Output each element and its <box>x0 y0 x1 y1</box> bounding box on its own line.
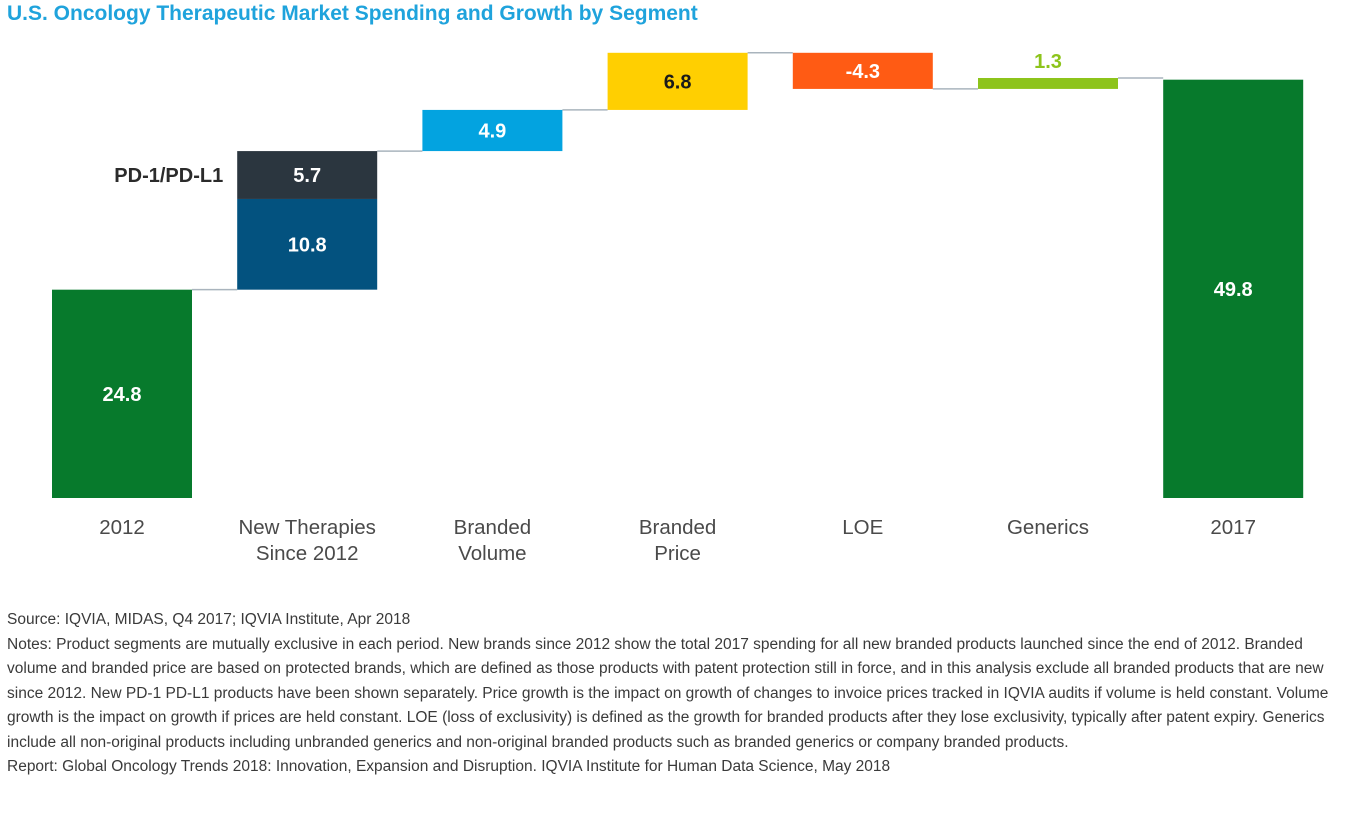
category-label: Branded <box>639 516 717 539</box>
data-label: 4.9 <box>478 121 506 143</box>
bar-branded-price-4 <box>607 52 748 110</box>
connector-lines <box>192 52 1164 291</box>
chart-title: U.S. Oncology Therapeutic Market Spendin… <box>7 2 698 25</box>
category-label: LOE <box>842 516 883 539</box>
data-label: 24.8 <box>103 384 142 406</box>
bar-2012-0 <box>52 289 192 498</box>
report-citation: Report: Global Oncology Trends 2018: Inn… <box>7 758 891 775</box>
data-label: 10.8 <box>288 234 327 256</box>
source-note: Source: IQVIA, MIDAS, Q4 2017; IQVIA Ins… <box>7 611 411 628</box>
bar-2017-7 <box>1163 79 1304 499</box>
category-label: 2012 <box>99 516 145 539</box>
category-label: Generics <box>1007 516 1089 539</box>
bar-new-therapies-since-2012-1 <box>237 198 378 290</box>
category-label: Since 2012 <box>256 542 359 565</box>
chart-footer: Source: IQVIA, MIDAS, Q4 2017; IQVIA Ins… <box>7 608 1342 780</box>
category-label: New Therapies <box>238 516 376 539</box>
category-labels: 2012 New Therapies Since 2012 Branded Volume… <box>99 516 1256 565</box>
category-label: Branded <box>454 516 532 539</box>
bar-loe-5 <box>792 52 933 89</box>
notes-text: Notes: Product segments are mutually exc… <box>7 635 1329 751</box>
bar-new-therapies-since-2012-2 <box>237 151 378 199</box>
data-label: 5.7 <box>293 165 321 187</box>
category-label: 2017 <box>1210 516 1256 539</box>
bar-generics-6 <box>978 78 1118 89</box>
waterfall-chart: 24.8 10.8 5.7 PD-1/PD-L1 4.9 6.8 -4.3 1.3 49.8 20… <box>52 51 1304 565</box>
bars <box>52 52 1304 499</box>
data-label: 1.3 <box>1034 51 1062 73</box>
category-label: Volume <box>458 542 526 565</box>
category-label: Price <box>654 542 701 565</box>
data-label: 49.8 <box>1214 279 1253 301</box>
data-labels: 24.8 10.8 5.7 PD-1/PD-L1 4.9 6.8 -4.3 1.3 49.8 <box>103 51 1253 406</box>
data-label: 6.8 <box>664 71 692 93</box>
bar-branded-volume-3 <box>422 109 563 152</box>
annotation-label: PD-1/PD-L1 <box>114 165 223 187</box>
data-label: -4.3 <box>846 61 880 83</box>
